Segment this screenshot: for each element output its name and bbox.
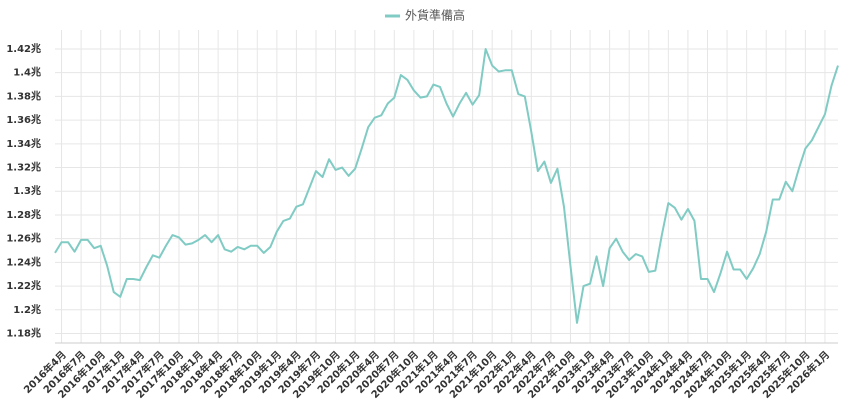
y-tick-label: 1.42兆	[6, 42, 41, 55]
y-tick-label: 1.28兆	[6, 208, 41, 221]
line-series	[54, 47, 839, 324]
legend-label: 外貨準備高	[405, 8, 465, 23]
y-tick-label: 1.22兆	[6, 279, 41, 292]
y-tick-label: 1.4兆	[13, 66, 41, 79]
y-tick-label: 1.2兆	[13, 303, 41, 316]
y-tick-label: 1.36兆	[6, 113, 41, 126]
y-tick-label: 1.18兆	[6, 327, 41, 340]
y-tick-label: 1.38兆	[6, 89, 41, 102]
y-tick-label: 1.34兆	[6, 137, 41, 150]
y-tick-label: 1.26兆	[6, 232, 41, 245]
y-tick-label: 1.3兆	[13, 184, 41, 197]
y-tick-label: 1.32兆	[6, 161, 41, 174]
y-tick-label: 1.24兆	[6, 255, 41, 268]
